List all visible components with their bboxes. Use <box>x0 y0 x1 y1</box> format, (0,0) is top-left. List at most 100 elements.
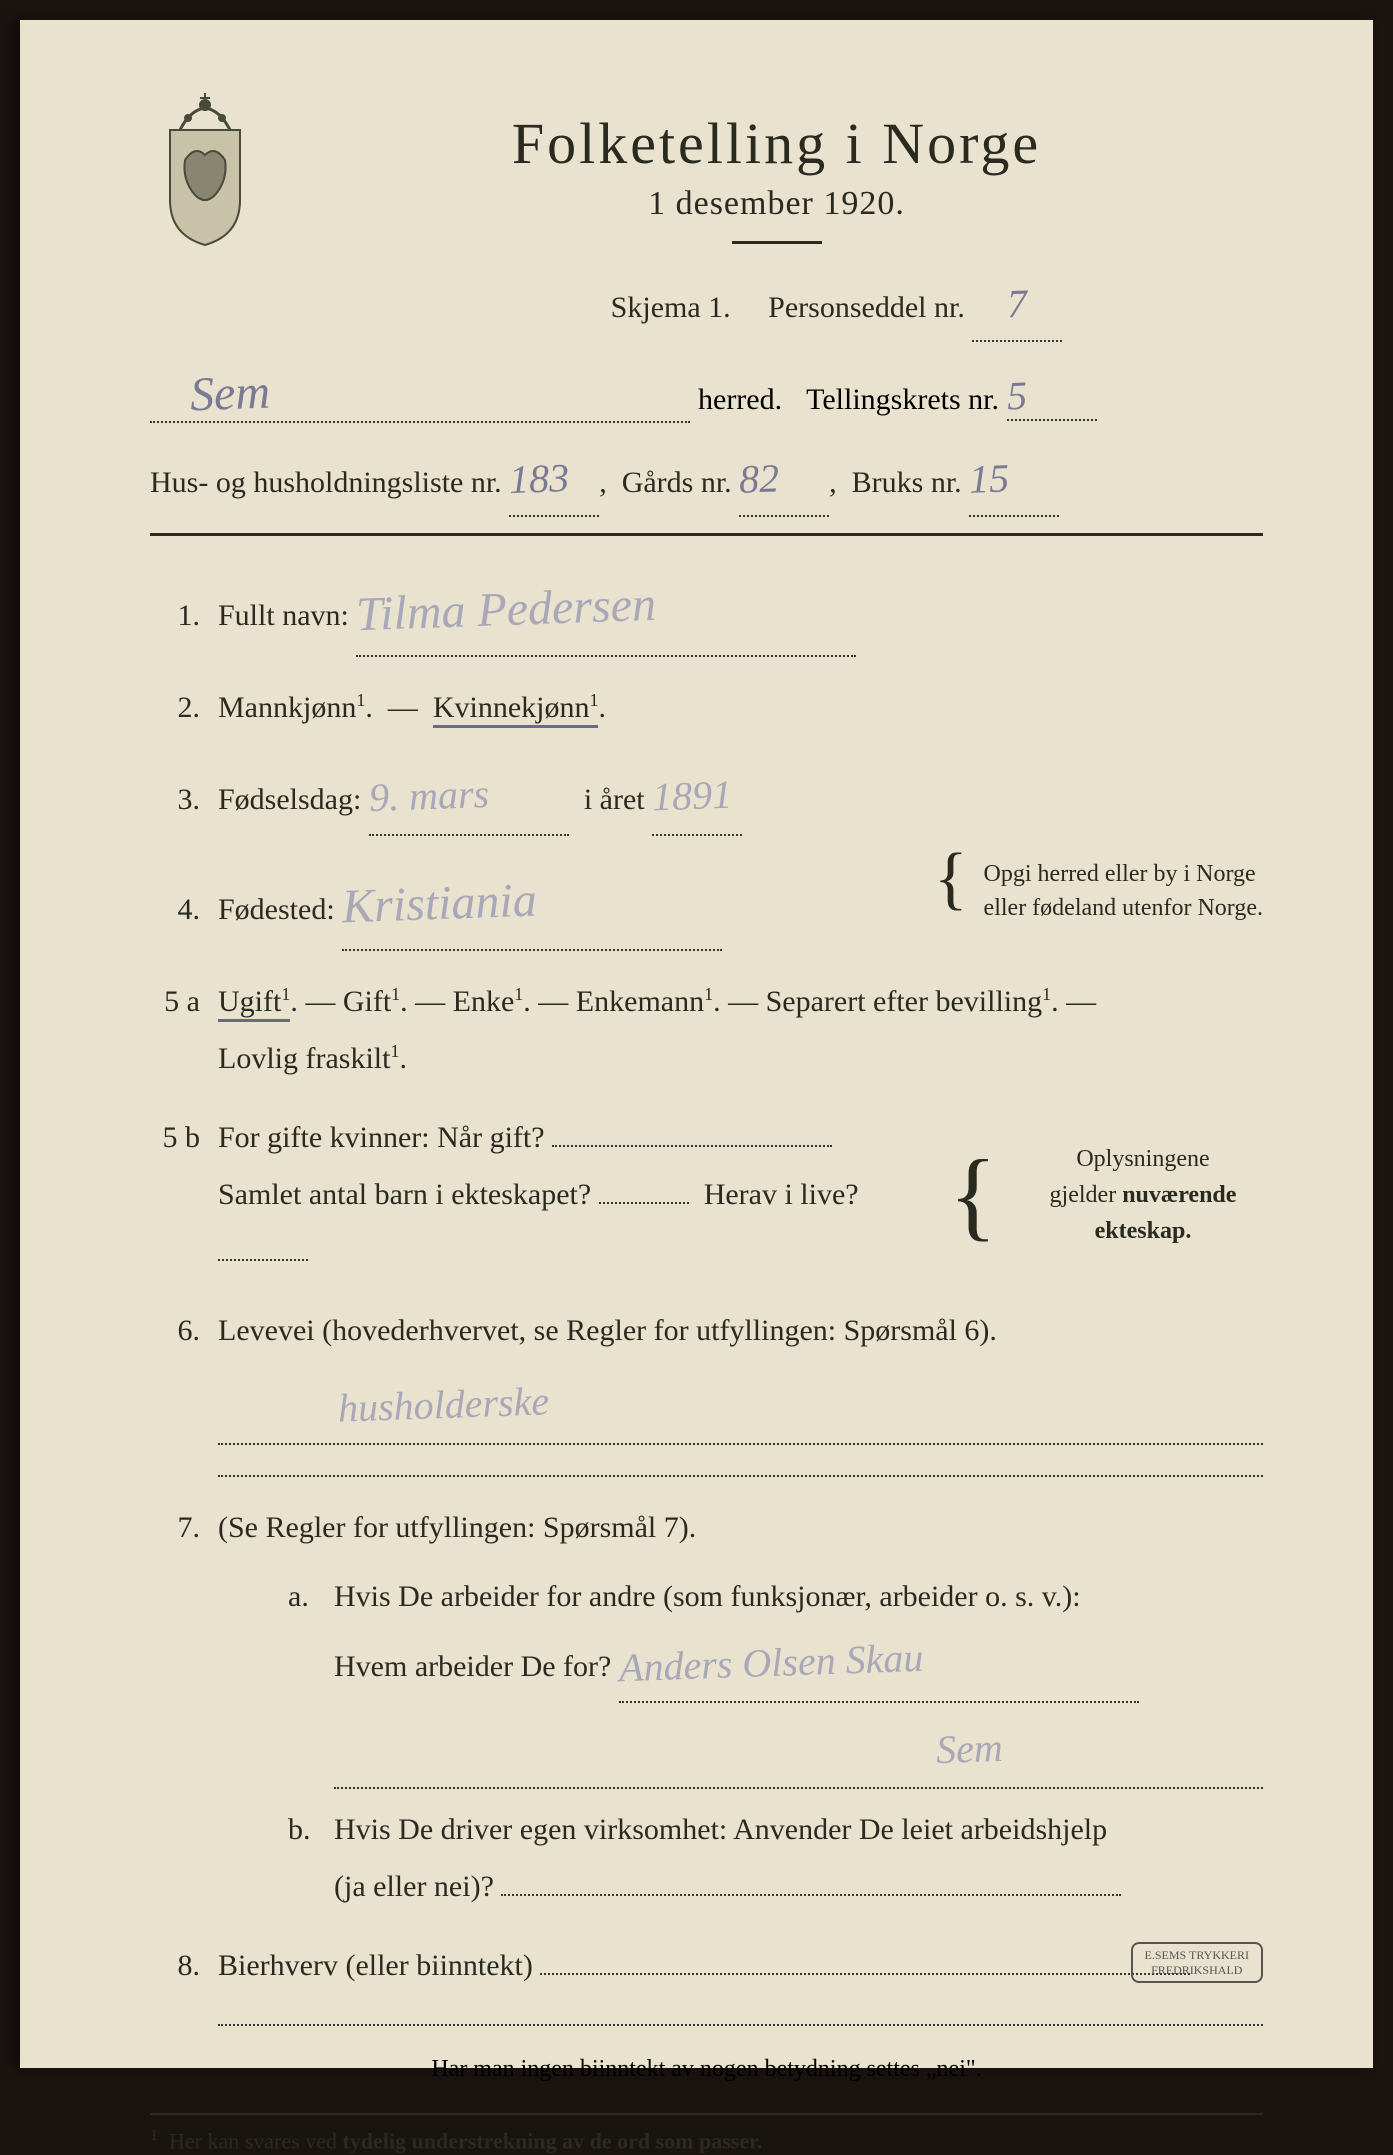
q6-num: 6. <box>150 1314 200 1348</box>
q6-field-2 <box>218 1475 1263 1477</box>
q7b-letter: b. <box>288 1801 318 1915</box>
q4: 4. Fødested: Kristiania { Opgi herred el… <box>150 858 1263 951</box>
q5b-note: Oplysningene gjelder nuværende ekteskap. <box>1023 1141 1263 1249</box>
title-rule <box>732 241 822 244</box>
q3-year-field: 1891 <box>652 758 742 836</box>
q3-year-value: 1891 <box>651 757 734 836</box>
q5a-ugift-selected: Ugift1 <box>218 985 290 1022</box>
q3: 3. Fødselsdag: 9. mars i året 1891 <box>150 758 1263 836</box>
brace-icon: { <box>949 1165 997 1225</box>
q6: 6. Levevei (hovederhvervet, se Regler fo… <box>150 1302 1263 1477</box>
q7a-value2: Sem <box>935 1710 1004 1788</box>
q7-num: 7. <box>150 1511 200 1545</box>
bruks-value: 15 <box>968 442 1010 515</box>
main-title: Folketelling i Norge <box>290 110 1263 177</box>
footnote: 1 Her kan svares ved tydelig understrekn… <box>150 2127 1263 2154</box>
husliste-field: 183 <box>509 443 599 517</box>
q5b: 5 b For gifte kvinner: Når gift? Samlet … <box>150 1109 1263 1280</box>
q1: 1. Fullt navn: Tilma Pedersen <box>150 564 1263 657</box>
q7a-value: Anders Olsen Skau <box>618 1620 925 1707</box>
husliste-value: 183 <box>508 442 570 516</box>
q6-value: husholderske <box>337 1364 551 1447</box>
personseddel-value: 7 <box>1006 268 1029 341</box>
q3-day-field: 9. mars <box>369 758 569 836</box>
q8-field <box>540 1973 1190 1975</box>
gards-value: 82 <box>738 442 780 515</box>
tellingskrets-label: Tellingskrets nr. <box>806 383 999 417</box>
q8-num: 8. <box>150 1949 200 1983</box>
q2-num: 2. <box>150 691 200 725</box>
personseddel-field: 7 <box>972 268 1062 342</box>
q5a-gift: Gift1. <box>343 985 408 1018</box>
q2-kvinne-selected: Kvinnekjønn1 <box>433 691 599 728</box>
q5a-enkemann: Enkemann1. <box>576 985 721 1018</box>
q7a-field: Anders Olsen Skau <box>619 1625 1139 1703</box>
bruks-field: 15 <box>969 443 1059 517</box>
q7b-sub: (ja eller nei)? <box>334 1870 494 1903</box>
q1-num: 1. <box>150 599 200 633</box>
q3-year-label: i året <box>584 783 645 816</box>
q5b-gift-field <box>552 1145 832 1147</box>
divider-bottom <box>150 2113 1263 2115</box>
q5b-live-field <box>218 1259 308 1261</box>
husliste-label: Hus- og husholdningsliste nr. <box>150 466 502 499</box>
title-block: Folketelling i Norge 1 desember 1920. Sk… <box>290 110 1263 356</box>
q8-label: Bierhverv (eller biinntekt) <box>218 1949 533 1982</box>
q7a-letter: a. <box>288 1568 318 1789</box>
q5b-num: 5 b <box>150 1121 200 1155</box>
q5b-barn-field <box>599 1202 689 1204</box>
printer-stamp: E.SEMS TRYKKERI FREDRIKSHALD <box>1131 1942 1263 1983</box>
q4-num: 4. <box>150 893 200 927</box>
q1-value: Tilma Pedersen <box>355 559 658 661</box>
q5a-fraskilt: Lovlig fraskilt1. <box>218 1042 407 1075</box>
personseddel-label: Personseddel nr. <box>768 291 965 324</box>
herred-line: Sem herred. Tellingskrets nr. 5 <box>150 366 1263 423</box>
q8-field-2 <box>218 2024 1263 2026</box>
q7: 7. (Se Regler for utfyllingen: Spørsmål … <box>150 1499 1263 1915</box>
divider-main <box>150 533 1263 536</box>
q1-label: Fullt navn: <box>218 599 349 632</box>
census-form-page: Folketelling i Norge 1 desember 1920. Sk… <box>20 20 1373 2068</box>
q4-note: Opgi herred eller by i Norge eller fødel… <box>984 858 1263 925</box>
q6-label: Levevei (hovederhvervet, se Regler for u… <box>218 1314 997 1347</box>
q8: 8. Bierhverv (eller biinntekt) <box>150 1937 1263 2026</box>
q7a-label: Hvis De arbeider for andre (som funksjon… <box>334 1580 1081 1613</box>
q5a-num: 5 a <box>150 985 200 1019</box>
gards-label: Gårds nr. <box>622 466 732 499</box>
herred-label: herred. <box>698 383 782 417</box>
q7a-sub: Hvem arbeider De for? <box>334 1650 611 1683</box>
q5b-gift-label: For gifte kvinner: Når gift? <box>218 1121 545 1154</box>
q5a: 5 a Ugift1. — Gift1. — Enke1. — Enkemann… <box>150 973 1263 1087</box>
tellingskrets-value: 5 <box>1006 372 1028 420</box>
q4-field: Kristiania <box>342 858 722 951</box>
q7b-field <box>501 1894 1121 1896</box>
q7b-label: Hvis De driver egen virksomhet: Anvender… <box>334 1813 1107 1846</box>
q1-field: Tilma Pedersen <box>356 564 856 657</box>
schema-line: Skjema 1. Personseddel nr. 7 <box>410 268 1263 342</box>
q7b: b. Hvis De driver egen virksomhet: Anven… <box>288 1801 1263 1915</box>
q7a-field-2: Sem <box>334 1711 1263 1789</box>
q5a-separert: Separert efter bevilling1. <box>766 985 1059 1018</box>
q5a-enke: Enke1. <box>453 985 531 1018</box>
q2-mann: Mannkjønn1. <box>218 691 373 724</box>
q4-label: Fødested: <box>218 893 335 926</box>
q7a: a. Hvis De arbeider for andre (som funks… <box>288 1568 1263 1789</box>
herred-value: Sem <box>189 365 271 423</box>
list-numbers-line: Hus- og husholdningsliste nr. 183, Gårds… <box>150 443 1263 517</box>
q2: 2. Mannkjønn1. — Kvinnekjønn1. <box>150 679 1263 736</box>
q5b-live-label: Herav i live? <box>704 1178 859 1211</box>
brace-icon: { <box>934 858 968 900</box>
bruks-label: Bruks nr. <box>852 466 962 499</box>
coat-of-arms-icon <box>150 90 260 250</box>
herred-field: Sem <box>150 366 690 423</box>
tellingskrets-field: 5 <box>1007 372 1097 421</box>
schema-label: Skjema 1. <box>611 291 731 324</box>
q6-field: husholderske <box>218 1367 1263 1445</box>
header: Folketelling i Norge 1 desember 1920. Sk… <box>150 110 1263 356</box>
q5b-barn-label: Samlet antal barn i ekteskapet? <box>218 1178 591 1211</box>
subtitle: 1 desember 1920. <box>290 185 1263 223</box>
gards-field: 82 <box>739 443 829 517</box>
q4-value: Kristiania <box>341 855 539 953</box>
q3-num: 3. <box>150 783 200 817</box>
q3-day-value: 9. mars <box>368 756 491 836</box>
